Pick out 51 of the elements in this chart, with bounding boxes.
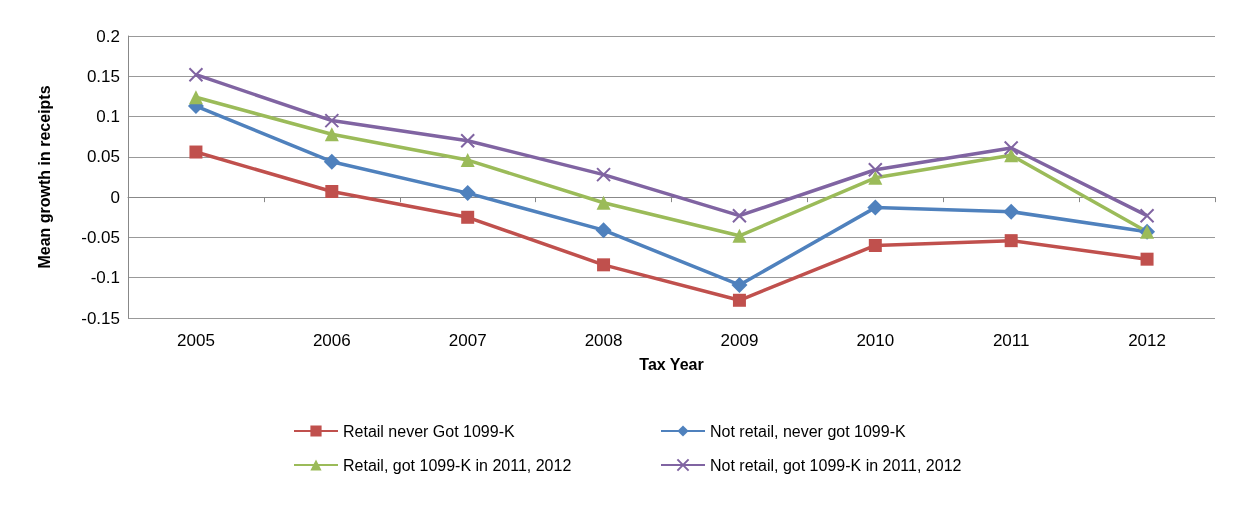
point [461, 210, 475, 224]
y-tick-label: -0.15 [81, 308, 120, 328]
point [732, 293, 746, 307]
point [868, 238, 882, 252]
point [324, 127, 339, 142]
x-tick-label: 2009 [720, 331, 759, 350]
point [1004, 148, 1019, 163]
y-tick-label: 0.2 [96, 26, 120, 46]
point [597, 258, 611, 272]
point [1003, 203, 1020, 220]
x-tick-label: 2008 [584, 331, 623, 350]
legend-label: Retail, got 1099-K in 2011, 2012 [343, 456, 572, 474]
y-axis-title: Mean growth in receipts [35, 85, 53, 269]
legend-label: Not retail, got 1099-K in 2011, 2012 [710, 456, 962, 474]
point [596, 195, 611, 210]
point [1139, 208, 1155, 224]
point [732, 228, 747, 243]
point [867, 162, 883, 178]
point [1140, 252, 1154, 266]
point [188, 90, 203, 105]
point [189, 145, 203, 159]
point [868, 170, 883, 185]
point [323, 153, 340, 170]
point [1003, 140, 1019, 156]
point [460, 133, 476, 149]
x-tick-label: 2006 [312, 331, 351, 350]
x-tick-label: 2007 [448, 331, 487, 350]
y-tick-label: 0.1 [96, 107, 120, 127]
x-tick-label: 2010 [856, 331, 895, 350]
y-tick-label: 0.05 [86, 147, 120, 167]
point [867, 199, 884, 216]
point [460, 153, 475, 168]
y-tick-label: -0.1 [90, 268, 120, 288]
point [325, 185, 339, 198]
point [595, 222, 612, 239]
legend-label: Retail never Got 1099-K [343, 422, 515, 440]
y-tick-label: -0.05 [81, 227, 120, 247]
x-tick-label: 2012 [1128, 331, 1166, 350]
y-tick-label: 0.15 [86, 66, 120, 86]
point [188, 67, 204, 83]
point [731, 276, 748, 293]
y-tick-label: 0 [110, 187, 120, 207]
point [731, 208, 747, 224]
point [596, 167, 612, 183]
point [324, 113, 340, 129]
x-tick-label: 2011 [992, 331, 1030, 350]
point [459, 185, 476, 202]
legend-label: Not retail, never got 1099-K [710, 422, 906, 440]
x-axis-title: Tax Year [639, 355, 704, 373]
x-tick-label: 2005 [177, 331, 215, 350]
point [1004, 234, 1018, 248]
